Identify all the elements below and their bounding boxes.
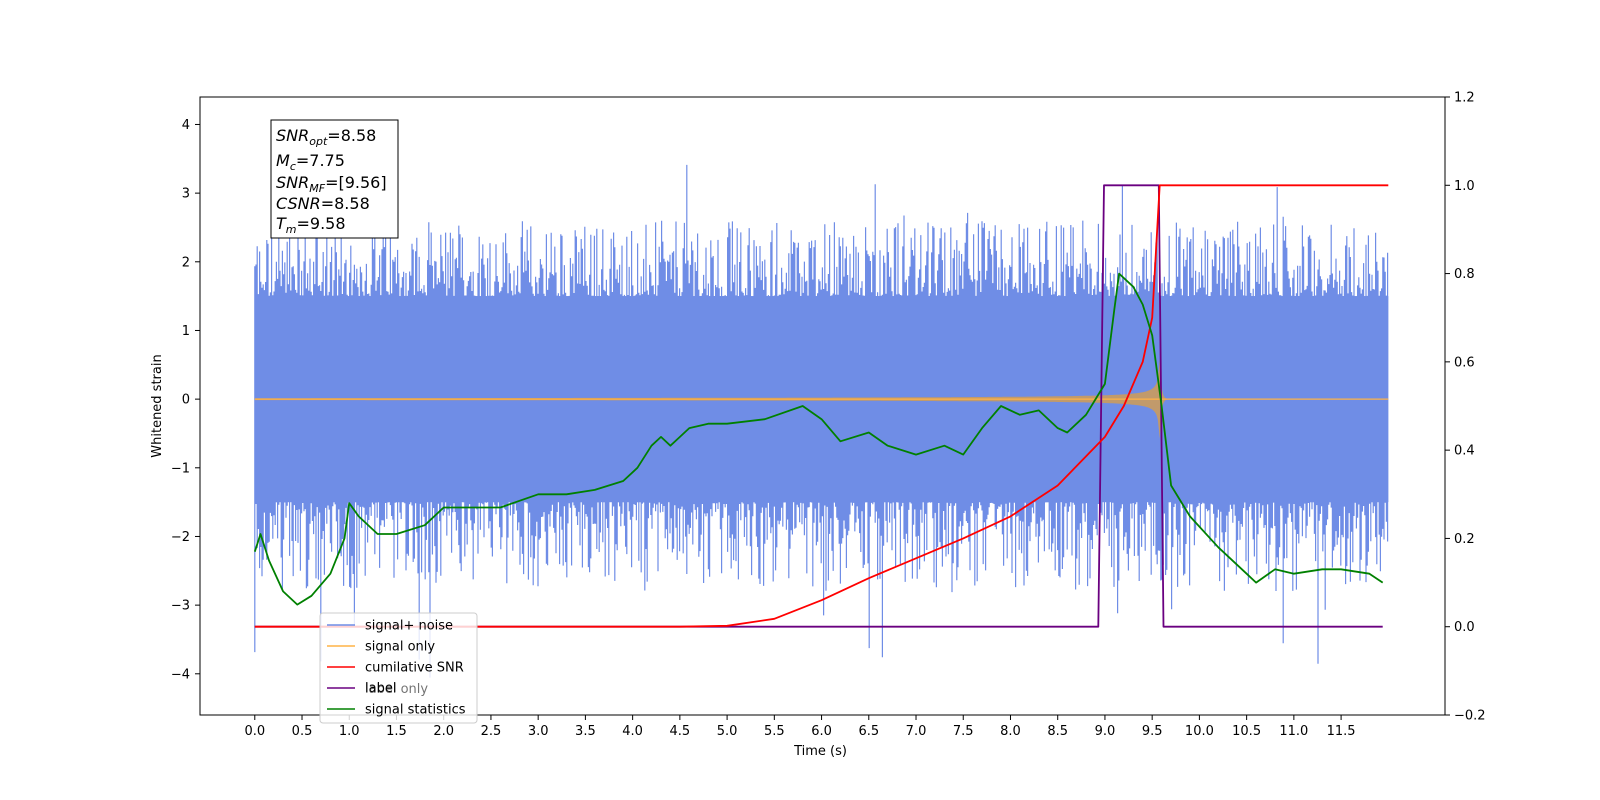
x-tick-label: 9.0 (1095, 724, 1116, 739)
x-tick-label: 8.5 (1047, 724, 1068, 739)
label-line (254, 184, 1383, 628)
x-tick-label: 7.5 (953, 724, 974, 739)
y2-tick-label: 0.8 (1454, 267, 1475, 282)
annotation-tm: Tm=9.58 (276, 214, 346, 236)
legend-label-cumulative-snr: cumilative SNR (365, 661, 464, 676)
y-tick-label: 1 (182, 324, 190, 339)
x-tick-label: 3.0 (528, 724, 549, 739)
y-axis-label: Whitened strain (150, 354, 165, 457)
y2-tick-label: 0.4 (1454, 444, 1475, 459)
legend-label-signal-statistics: signal statistics (365, 703, 466, 718)
y-tick-label: 2 (182, 255, 190, 270)
x-tick-label: 6.0 (811, 724, 832, 739)
legend: signal+ noise signal only cumilative SNR… (319, 612, 478, 724)
x-tick-label: 2.5 (481, 724, 502, 739)
data-layer (253, 164, 1389, 678)
signal-layer (254, 359, 1389, 439)
legend-label-label: label (365, 681, 396, 696)
y-tick-label: −2 (171, 530, 190, 545)
x-tick-label: 9.5 (1142, 724, 1163, 739)
legend-label-signal-noise: signal+ noise (365, 619, 453, 634)
annotation-csnr: CSNR=8.58 (276, 194, 370, 213)
annotation-mc: Mc=7.75 (276, 151, 345, 173)
x-tick-label: 10.0 (1185, 724, 1214, 739)
y-axis-ticks: 4 3 2 1 0 −1 −2 −3 −4 (171, 118, 200, 682)
x-tick-label: 11.5 (1327, 724, 1356, 739)
y2-tick-label: 1.2 (1454, 91, 1475, 106)
cumulative-snr-line (254, 184, 1389, 628)
y-tick-label: −3 (171, 599, 190, 614)
plot-frame (199, 96, 1446, 716)
legend-label-label-only: label only (365, 682, 428, 697)
y-tick-label: 0 (182, 393, 190, 408)
x-tick-label: 5.5 (764, 724, 785, 739)
x-tick-label: 4.0 (622, 724, 643, 739)
y2-tick-label: 0.6 (1454, 355, 1475, 370)
x-tick-label: 5.0 (717, 724, 738, 739)
annotation-snr-mf: SNRMF=[9.56] (276, 173, 387, 195)
x-tick-label: 6.5 (858, 724, 879, 739)
x-axis-label: Time (s) (793, 744, 847, 759)
y-tick-label: 4 (182, 118, 190, 133)
x-tick-label: 0.0 (244, 724, 265, 739)
x-tick-label: 1.5 (386, 724, 407, 739)
y-tick-label: −1 (171, 461, 190, 476)
annotation-snr-opt: SNRopt=8.58 (276, 126, 376, 148)
y2-axis-ticks: 1.2 1.0 0.8 0.6 0.4 0.2 0.0 −0.2 (1445, 91, 1486, 724)
x-tick-label: 4.5 (670, 724, 691, 739)
lines-layer (253, 184, 1389, 628)
x-tick-label: 11.0 (1279, 724, 1308, 739)
annotation-frame (270, 119, 399, 239)
x-tick-label: 3.5 (575, 724, 596, 739)
y2-tick-label: 1.0 (1454, 179, 1475, 194)
y-tick-label: −4 (171, 667, 190, 682)
y2-tick-label: 0.0 (1454, 620, 1475, 635)
x-tick-label: 7.0 (906, 724, 927, 739)
x-tick-label: 0.5 (292, 724, 313, 739)
y2-tick-label: 0.2 (1454, 532, 1475, 547)
legend-label-signal-only: signal only (365, 640, 435, 655)
x-tick-label: 8.0 (1000, 724, 1021, 739)
y2-tick-label: −0.2 (1454, 709, 1486, 724)
y-tick-label: 3 (182, 187, 190, 202)
annotation-box: SNRopt=8.58 Mc=7.75 SNRMF=[9.56] CSNR=8.… (270, 119, 399, 239)
x-axis-ticks: 0.0 0.5 1.0 1.5 2.0 2.5 3.0 3.5 4.0 4.5 5.0 5.5 6.0 6… (244, 715, 1356, 739)
x-tick-label: 2.0 (433, 724, 454, 739)
x-tick-label: 1.0 (339, 724, 360, 739)
legend-frame (319, 612, 478, 724)
signal-statistics-line (253, 272, 1384, 606)
x-tick-label: 10.5 (1232, 724, 1261, 739)
